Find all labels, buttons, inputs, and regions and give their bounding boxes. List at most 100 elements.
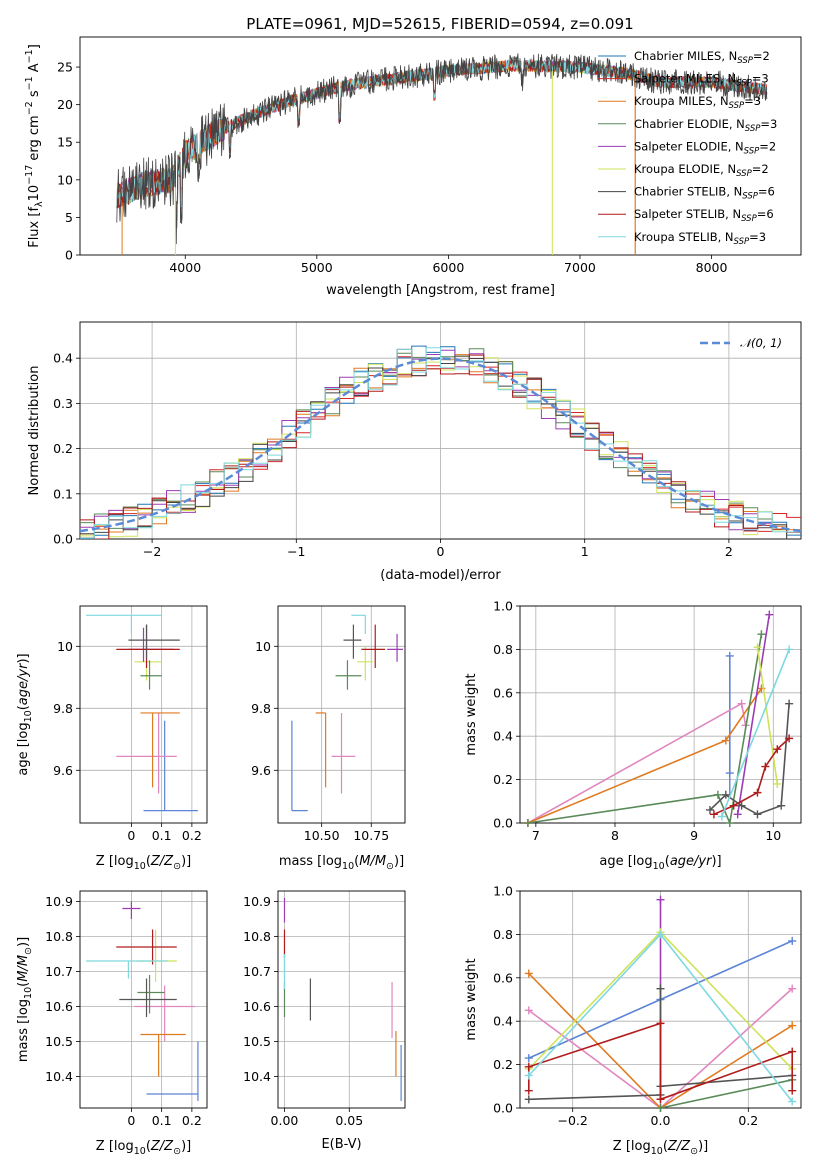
massweight-series-line (756, 647, 779, 785)
age-vs-Z-xlabel-part: Z/Z (150, 854, 174, 869)
massweight-marker (725, 819, 734, 827)
legend-entry: Chabrier ELODIE, NSSP=3 (634, 117, 777, 134)
massweight-vs-age-ytick-label: 0.6 (493, 685, 513, 700)
massweight-marker (656, 1095, 665, 1104)
mass-vs-Z-ylabel-part: M/M (16, 955, 31, 982)
massweight-vs-age-xtick-label: 8 (611, 828, 619, 843)
age-vs-mass-ytick-label: 10 (255, 639, 271, 654)
residual-histogram-ytick-label: 0.4 (53, 351, 73, 366)
residual-histogram-ytick-label: 0.1 (53, 486, 73, 501)
massweight-vs-Z-xlabel-part: )] (698, 1139, 708, 1154)
age-vs-mass-xlabel-part: mass [log (279, 854, 342, 869)
massweight-vs-Z-xlabel-part: ⊙ (690, 1146, 698, 1157)
massweight-marker (773, 779, 782, 788)
residual-histogram-xtick-label: 0 (437, 544, 445, 559)
spectrum-xtick-label: 4000 (169, 260, 201, 275)
residual-histogram-xtick-label: 1 (581, 544, 589, 559)
histogram-xlabel: (data-model)/error (380, 568, 501, 583)
spectrum-ytick-label: 5 (65, 210, 73, 225)
age-vs-mass-xlabel-part: 10 (342, 861, 354, 872)
spectrum-xtick-label: 8000 (696, 260, 728, 275)
mass-vs-Z-xlabel-part: ⊙ (173, 1146, 181, 1157)
age-vs-Z-ylabel-part: age/yr (16, 662, 31, 705)
massweight-vs-Z-ytick-label: 1.0 (493, 884, 513, 899)
age-vs-Z-xlabel-part: ⊙ (173, 861, 181, 872)
massweight-vs-age-xlabel-part: age/yr (670, 854, 713, 869)
massweight-vs-Z-xtick-label: −0.2 (558, 1113, 588, 1128)
massweight-marker (524, 969, 533, 978)
spectrum-ylabel-part: 10 (27, 185, 42, 202)
mass-vs-ebv-xtick-label: 0.00 (271, 1113, 299, 1128)
age-vs-mass-xlabel-part: ⊙ (386, 861, 394, 872)
spectrum-ylabel-part: A (27, 63, 42, 76)
spectrum-ytick-label: 0 (65, 248, 73, 263)
spectrum-ylabel-part: λ (34, 201, 45, 207)
mass-vs-Z-xlabel-part: )] (181, 1139, 191, 1154)
legend-entry: Kroupa STELIB, NSSP=3 (634, 230, 766, 247)
massweight-series-line (713, 737, 790, 816)
massweight-vs-age-ytick-label: 1.0 (493, 599, 513, 614)
massweight-marker (656, 895, 665, 904)
age-vs-Z-xlabel-part: ( (146, 854, 151, 869)
massweight-vs-age-xtick-label: 10 (765, 828, 781, 843)
residual-histogram-xtick-label: 2 (725, 544, 733, 559)
mass-vs-Z-xlabel-part: ( (146, 1139, 151, 1154)
massweight-marker (721, 790, 730, 799)
massweight-vs-age-xlabel-part: ( (665, 854, 670, 869)
massweight-marker (788, 936, 797, 945)
mass-vs-ebv-ytick-label: 10.9 (243, 894, 271, 909)
age-vs-Z-xlabel: Z [log10(Z/Z⊙)] (96, 854, 191, 872)
mass-vs-ebv-ytick-label: 10.7 (243, 964, 271, 979)
spectrum-ylabel-part: −17 (24, 165, 35, 185)
massweight-marker (753, 643, 762, 652)
massweight-marker (788, 984, 797, 993)
spectrum-xlabel: wavelength [Angstrom, rest frame] (326, 283, 555, 298)
spectrum-ylabel-part: Flux [f (27, 207, 42, 248)
mass-vs-Z-ytick-label: 10.4 (45, 1069, 73, 1084)
age-vs-Z-xtick-label: 0 (127, 828, 135, 843)
massweight-marker (788, 1086, 797, 1095)
massweight-vs-Z-xlabel-part: Z [log (613, 1139, 651, 1154)
spectrum-series-line (116, 53, 768, 245)
spectrum-xtick-label: 5000 (301, 260, 333, 275)
legend-entry: Salpeter ELODIE, NSSP=2 (634, 139, 776, 156)
spectrum-ylabel-part: ] (27, 44, 42, 49)
massweight-vs-Z-ytick-label: 0.4 (493, 1014, 513, 1029)
massweight-marker (733, 810, 742, 819)
age-vs-Z-xtick-label: 0.2 (182, 828, 202, 843)
massweight-vs-age-xlabel: age [log10(age/yr)] (599, 854, 721, 872)
age-vs-Z-xlabel-part: 10 (134, 861, 146, 872)
normal-legend-label: 𝒩(0, 1) (740, 336, 782, 350)
massweight-marker (788, 1097, 797, 1106)
spectrum-ylabel: Flux [fλ10−17 erg cm−2 s−1 A−1] (24, 44, 45, 248)
massweight-marker (656, 984, 665, 993)
residual-histogram-axes: −2 −1 0 1 2 0.0 0.1 0.2 0.3 0.4 𝒩(0, 1) (data-model… (27, 321, 802, 583)
spectrum-xtick-label: 7000 (564, 260, 596, 275)
mass-vs-Z-xlabel-part: 10 (134, 1146, 146, 1157)
massweight-vs-age-ytick-label: 0.8 (493, 642, 513, 657)
massweight-marker (788, 1021, 797, 1030)
mass-vs-Z-ylabel-part: ⊙ (23, 947, 34, 955)
mass-vs-ebv-ytick-label: 10.6 (243, 999, 271, 1014)
spectrum-ytick-label: 25 (57, 60, 73, 75)
spectrum-ylabel-part: −1 (24, 49, 35, 63)
massweight-marker (753, 810, 762, 819)
mass-vs-ebv-xtick-label: 0.05 (335, 1113, 363, 1128)
massweight-series-line (527, 634, 763, 823)
massweight-marker (777, 801, 786, 810)
massweight-marker (773, 745, 782, 754)
ebv-xlabel: E(B-V) (321, 1137, 361, 1152)
age-vs-mass-ytick-label: 9.6 (251, 763, 271, 778)
age-vs-mass-xtick-label: 10.75 (353, 828, 389, 843)
massweight-marker (523, 819, 532, 827)
mass-vs-ebv-axes: 0.00 0.05 10.4 10.5 10.6 10.7 10.8 10.9 E(B-V) (243, 890, 406, 1152)
mass-vs-Z-xtick-label: 0.2 (182, 1113, 202, 1128)
massweight-marker (524, 1086, 533, 1095)
mass-vs-Z-ytick-label: 10.6 (45, 999, 73, 1014)
mass-vs-Z-axes: 0 0.1 0.210.410.510.610.710.810.9Z [log10(… (16, 890, 208, 1157)
mass-vs-Z-ylabel-part: )] (16, 937, 31, 947)
massweight-vs-Z-xlabel: Z [log10(Z/Z⊙)] (613, 1139, 708, 1157)
massweight-marker (721, 736, 730, 745)
massweight-vs-Z-xlabel-part: Z/Z (667, 1139, 691, 1154)
